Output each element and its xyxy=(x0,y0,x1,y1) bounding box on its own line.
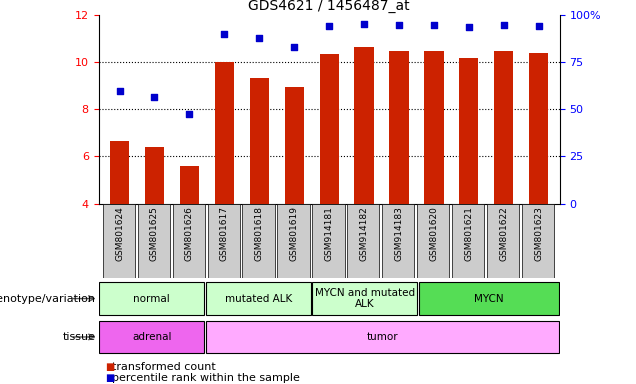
Bar xyxy=(494,51,513,204)
Text: GSM801622: GSM801622 xyxy=(499,206,508,260)
Text: GSM801618: GSM801618 xyxy=(255,206,264,261)
FancyBboxPatch shape xyxy=(99,321,204,353)
FancyBboxPatch shape xyxy=(205,282,311,315)
Point xyxy=(499,22,509,28)
Point xyxy=(254,35,265,41)
Bar xyxy=(529,53,548,204)
FancyBboxPatch shape xyxy=(382,204,415,278)
Text: GSM801619: GSM801619 xyxy=(290,206,299,261)
Bar xyxy=(424,51,443,204)
Bar xyxy=(354,47,374,204)
FancyBboxPatch shape xyxy=(277,204,310,278)
Bar xyxy=(250,78,269,204)
Bar xyxy=(459,58,478,204)
FancyBboxPatch shape xyxy=(312,204,345,278)
Text: MYCN and mutated
ALK: MYCN and mutated ALK xyxy=(315,288,415,310)
Point xyxy=(429,22,439,28)
Point xyxy=(394,22,404,28)
Text: GSM914182: GSM914182 xyxy=(359,206,368,260)
Point xyxy=(324,23,335,29)
Bar xyxy=(145,147,164,204)
Bar xyxy=(215,62,234,204)
Point xyxy=(289,44,300,50)
FancyBboxPatch shape xyxy=(312,282,417,315)
Text: ■: ■ xyxy=(105,362,114,372)
FancyBboxPatch shape xyxy=(418,282,559,315)
Text: GSM914183: GSM914183 xyxy=(394,206,403,261)
Text: GSM801617: GSM801617 xyxy=(220,206,229,261)
Text: tumor: tumor xyxy=(366,332,398,342)
FancyBboxPatch shape xyxy=(99,282,204,315)
Point xyxy=(184,111,195,117)
FancyBboxPatch shape xyxy=(242,204,275,278)
Text: GSM801621: GSM801621 xyxy=(464,206,473,261)
FancyBboxPatch shape xyxy=(205,321,559,353)
FancyBboxPatch shape xyxy=(138,204,170,278)
FancyBboxPatch shape xyxy=(417,204,449,278)
FancyBboxPatch shape xyxy=(172,204,205,278)
Title: GDS4621 / 1456487_at: GDS4621 / 1456487_at xyxy=(248,0,410,13)
Bar xyxy=(319,54,339,204)
Text: tissue: tissue xyxy=(62,332,95,342)
Text: mutated ALK: mutated ALK xyxy=(225,293,292,304)
Bar xyxy=(284,87,304,204)
FancyBboxPatch shape xyxy=(347,204,380,278)
FancyBboxPatch shape xyxy=(103,204,135,278)
Text: adrenal: adrenal xyxy=(132,332,172,342)
FancyBboxPatch shape xyxy=(487,204,519,278)
Text: GSM801620: GSM801620 xyxy=(429,206,438,261)
Point xyxy=(114,88,125,94)
Bar xyxy=(389,51,408,204)
FancyBboxPatch shape xyxy=(452,204,484,278)
Bar xyxy=(110,141,129,204)
FancyBboxPatch shape xyxy=(522,204,554,278)
Point xyxy=(534,23,544,29)
FancyBboxPatch shape xyxy=(207,204,240,278)
Text: GSM801624: GSM801624 xyxy=(115,206,124,260)
Point xyxy=(359,20,369,26)
Point xyxy=(149,93,160,99)
Text: GSM801625: GSM801625 xyxy=(150,206,159,261)
Text: normal: normal xyxy=(134,293,170,304)
Point xyxy=(464,24,474,30)
Text: GSM914181: GSM914181 xyxy=(324,206,334,261)
Text: GSM801623: GSM801623 xyxy=(534,206,543,261)
Text: transformed count: transformed count xyxy=(105,362,216,372)
Bar xyxy=(180,166,199,204)
Point xyxy=(219,31,230,37)
Text: percentile rank within the sample: percentile rank within the sample xyxy=(105,373,300,383)
Text: genotype/variation: genotype/variation xyxy=(0,293,95,304)
Text: GSM801626: GSM801626 xyxy=(185,206,194,261)
Text: MYCN: MYCN xyxy=(474,293,504,304)
Text: ■: ■ xyxy=(105,373,114,383)
